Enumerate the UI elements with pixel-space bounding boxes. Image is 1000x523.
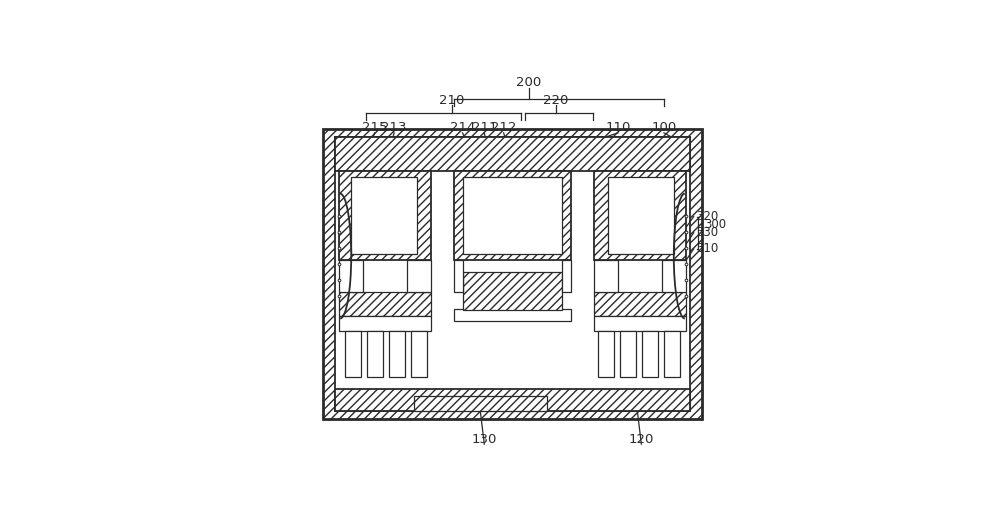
Bar xyxy=(598,331,614,377)
Text: 300: 300 xyxy=(704,218,726,231)
Text: 330: 330 xyxy=(696,226,718,239)
Text: 320: 320 xyxy=(696,210,718,223)
Bar xyxy=(339,292,431,316)
Text: 120: 120 xyxy=(629,433,654,446)
Text: 214: 214 xyxy=(450,121,475,134)
Bar xyxy=(339,260,363,292)
Text: 212: 212 xyxy=(491,121,516,134)
Bar xyxy=(323,129,702,419)
Bar xyxy=(594,260,618,292)
Bar xyxy=(414,396,547,411)
Bar xyxy=(339,172,431,260)
Bar xyxy=(335,137,690,172)
Bar xyxy=(339,316,431,331)
Text: 110: 110 xyxy=(605,121,631,134)
Bar xyxy=(389,331,405,377)
Bar xyxy=(454,172,571,260)
Text: 130: 130 xyxy=(472,433,497,446)
Bar xyxy=(664,331,680,377)
Bar xyxy=(407,260,431,292)
Bar xyxy=(351,177,417,255)
Bar xyxy=(335,137,690,411)
Bar xyxy=(345,331,361,377)
Bar xyxy=(662,260,686,292)
Bar xyxy=(463,272,562,311)
Text: 210: 210 xyxy=(439,94,465,107)
Text: 213: 213 xyxy=(381,121,407,134)
Bar xyxy=(454,260,463,292)
Bar xyxy=(335,389,690,411)
Bar xyxy=(562,260,571,292)
Text: 310: 310 xyxy=(696,242,718,255)
Bar xyxy=(620,331,636,377)
Bar xyxy=(411,331,427,377)
Text: 211: 211 xyxy=(472,121,497,134)
Bar xyxy=(463,177,562,255)
Bar xyxy=(642,331,658,377)
Bar xyxy=(367,331,383,377)
Text: 200: 200 xyxy=(516,76,541,89)
Bar xyxy=(594,316,686,331)
Text: 215: 215 xyxy=(362,121,388,134)
Bar xyxy=(594,292,686,316)
Bar xyxy=(608,177,674,255)
Text: 100: 100 xyxy=(651,121,677,134)
Bar xyxy=(594,172,686,260)
Text: 220: 220 xyxy=(543,94,569,107)
Bar xyxy=(454,309,571,321)
